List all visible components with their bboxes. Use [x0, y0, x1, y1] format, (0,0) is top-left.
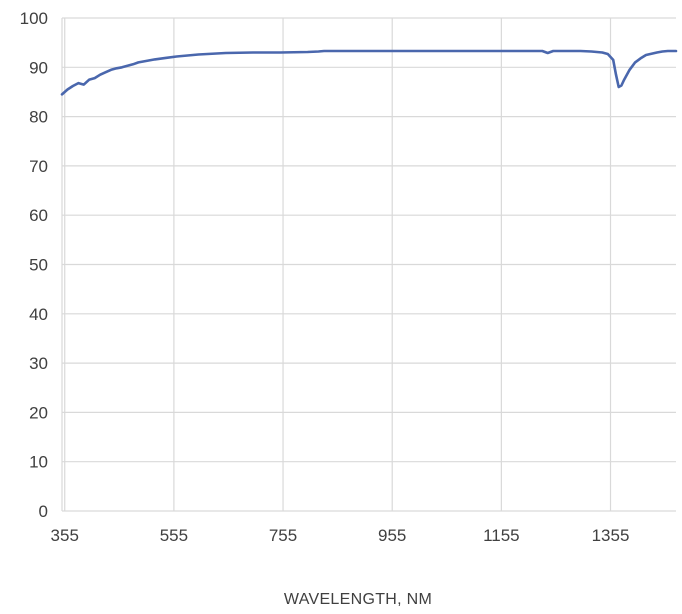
x-axis-title: WAVELENGTH, NM	[284, 591, 432, 608]
x-tick-label: 755	[269, 526, 297, 545]
y-tick-label: 0	[39, 502, 48, 521]
x-tick-label: 1355	[592, 526, 630, 545]
y-tick-label: 30	[29, 354, 48, 373]
y-tick-label: 20	[29, 403, 48, 422]
x-tick-label: 1155	[483, 526, 520, 545]
y-tick-label: 40	[29, 305, 48, 324]
y-tick-label: 60	[29, 206, 48, 225]
x-tick-label: 955	[378, 526, 406, 545]
y-tick-label: 10	[29, 453, 48, 472]
series-layer	[60, 49, 678, 96]
x-tick-label: 355	[51, 526, 79, 545]
y-tick-label: 90	[29, 58, 48, 77]
x-tick-labels: 355 555 755 955 1155 1355	[51, 526, 630, 545]
series-line-0	[60, 49, 678, 96]
y-tick-label: 100	[20, 9, 48, 28]
grid-layer	[61, 17, 676, 512]
y-tick-label: 70	[29, 157, 48, 176]
y-tick-label: 80	[29, 108, 48, 127]
x-tick-label: 555	[160, 526, 188, 545]
y-tick-labels: 0 10 20 30 40 50 60 70 80 90 100	[20, 9, 48, 521]
y-tick-label: 50	[29, 256, 48, 275]
